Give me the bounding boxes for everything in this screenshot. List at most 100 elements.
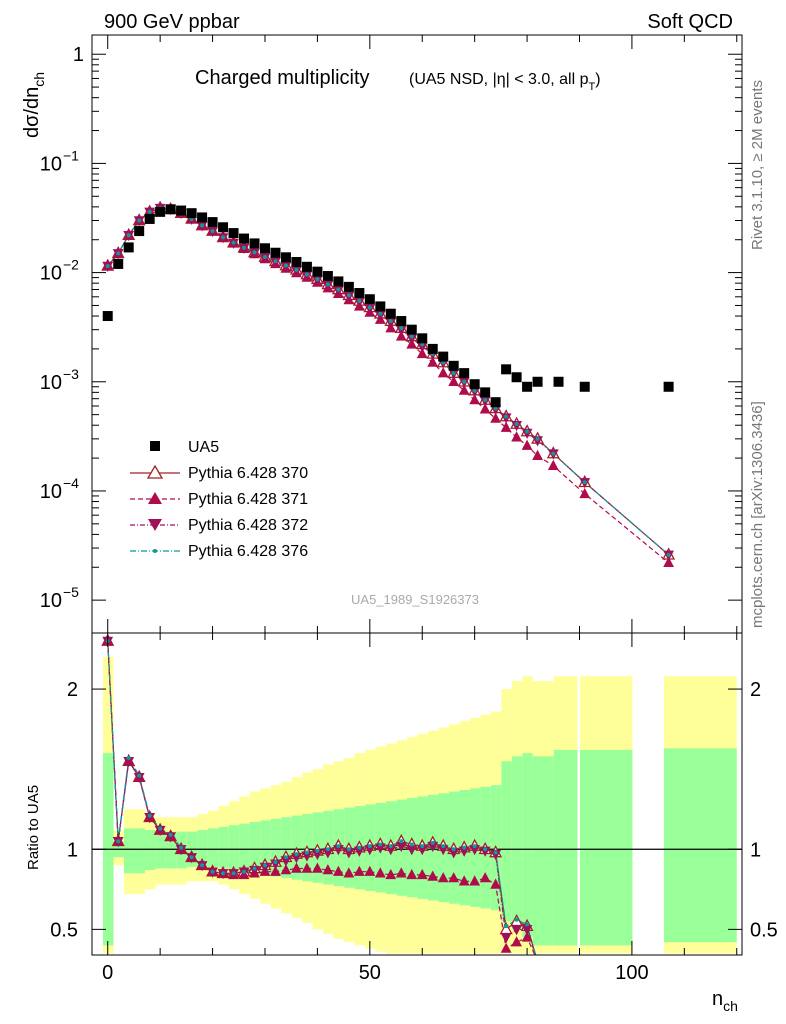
ratio-point-372 [406, 845, 418, 856]
ratio-point-376 [504, 924, 509, 929]
mc-point-376 [126, 233, 131, 238]
data-point-ua5 [123, 242, 134, 253]
ratio-uncertainty-band-green [207, 828, 219, 867]
main-y-tick-label: 10 [40, 481, 62, 503]
legend-entry-372: Pythia 6.428 372 [130, 517, 308, 534]
legend-label-372: Pythia 6.428 372 [188, 517, 308, 534]
ratio-point-372 [448, 848, 460, 859]
ratio-point-372 [532, 957, 543, 967]
legend-entry-ua5: UA5 [150, 439, 219, 456]
data-point-ua5 [438, 351, 449, 362]
ratio-point-371 [511, 936, 522, 947]
ratio-point-371 [437, 872, 449, 883]
ratio-point-372 [416, 845, 428, 856]
ratio-point-372 [521, 925, 533, 936]
ratio-point-376 [536, 959, 540, 963]
ratio-panel: 0 50 100 0.5 0.5 1 1 2 2 Ratio to UA5 nch [25, 632, 778, 1014]
mc-point-371 [469, 394, 481, 405]
ratio-point-372 [458, 846, 470, 857]
data-point-ua5 [490, 397, 501, 408]
ratio-point-372 [291, 853, 302, 864]
rivet-label: Rivet 3.1.10, ≥ 2M events [749, 80, 766, 250]
ratio-y-tick-label-right: 0.5 [750, 919, 778, 941]
ratio-point-371 [301, 862, 313, 873]
mc-point-376 [221, 235, 226, 240]
mc-point-372 [511, 421, 522, 432]
legend-marker-ua5 [150, 441, 160, 451]
main-panel: 110−110−210−310−410−5 Charged multiplici… [21, 34, 743, 634]
mc-point-376 [137, 218, 142, 223]
ratio-point-372 [437, 845, 449, 856]
data-point-ua5 [312, 266, 323, 277]
data-point-ua5 [144, 213, 155, 224]
mc-point-371 [437, 367, 449, 378]
mc-point-371 [579, 487, 591, 499]
mc-point-371 [490, 412, 502, 423]
ratio-point-372 [427, 841, 439, 853]
ratio-uncertainty-band-green [580, 749, 633, 946]
ratio-uncertainty-band-green [134, 828, 145, 874]
mc-point-371 [521, 439, 533, 450]
ratio-point-372 [490, 849, 502, 861]
legend-entry-371: Pythia 6.428 371 [130, 491, 308, 508]
ratio-plot-frame [91, 632, 743, 956]
mc-point-376 [262, 254, 267, 259]
ratio-point-376 [357, 845, 362, 850]
ratio-y-axis-label: Ratio to UA5 [25, 785, 42, 870]
data-point-ua5 [532, 376, 543, 387]
analysis-label: UA5_1989_S1926373 [351, 592, 479, 607]
ratio-point-372 [511, 925, 522, 936]
data-point-ua5 [165, 204, 176, 215]
x-tick-label: 0 [102, 962, 113, 984]
ratio-point-376 [126, 755, 131, 760]
ratio-point-376 [525, 922, 530, 927]
ratio-point-376 [462, 845, 467, 850]
ratio-point-376 [315, 848, 320, 853]
ratio-point-376 [451, 847, 456, 852]
ratio-point-372 [332, 845, 344, 856]
legend-entry-376: Pythia 6.428 376 [130, 543, 308, 560]
ratio-point-376 [116, 839, 121, 844]
data-point-ua5 [406, 324, 417, 335]
data-point-ua5 [249, 238, 260, 249]
mc-point-376 [367, 305, 372, 310]
ratio-point-372 [249, 865, 260, 877]
data-point-ua5 [396, 316, 407, 327]
header-energy-label: 900 GeV ppbar [104, 11, 240, 33]
ratio-point-372 [374, 843, 386, 854]
ratio-y-tick-label: 0.5 [50, 919, 78, 941]
ratio-uncertainty-band-green [197, 830, 208, 867]
mc-point-376 [514, 422, 519, 427]
data-point-ua5 [448, 360, 459, 371]
mc-point-372 [521, 428, 533, 439]
ratio-point-376 [273, 860, 278, 865]
plot-title: Charged multiplicity [195, 67, 370, 89]
main-y-tick-exponent: −2 [63, 257, 79, 273]
legend: UA5 Pythia 6.428 370 Pythia 6.428 371 Py… [130, 439, 308, 560]
mc-point-376 [378, 311, 383, 316]
main-y-tick-label: 10 [40, 153, 62, 175]
ratio-point-376 [294, 852, 299, 857]
data-point-ua5 [522, 381, 533, 392]
mc-point-376 [483, 398, 488, 403]
ratio-point-372 [259, 862, 271, 873]
legend-label-371: Pythia 6.428 371 [188, 491, 308, 508]
mc-point-371 [458, 384, 470, 395]
ratio-point-376 [252, 866, 257, 871]
ratio-point-372 [133, 772, 145, 784]
mc-point-376 [420, 342, 425, 347]
mc-point-376 [210, 229, 215, 234]
ratio-point-376 [514, 917, 519, 922]
ratio-y-tick-label-right: 2 [750, 679, 761, 701]
ratio-point-372 [353, 846, 365, 857]
main-y-tick-label: 10 [40, 372, 62, 394]
ratio-point-372 [364, 845, 376, 856]
data-point-ua5 [501, 364, 512, 375]
main-plot-marks [101, 200, 676, 567]
ratio-uncertainty-band-green [249, 822, 261, 874]
mc-point-376 [472, 388, 477, 393]
main-y-axis-label: dσ/dnch [21, 72, 47, 138]
ratio-point-371 [374, 867, 386, 878]
mc-point-371 [427, 356, 439, 367]
